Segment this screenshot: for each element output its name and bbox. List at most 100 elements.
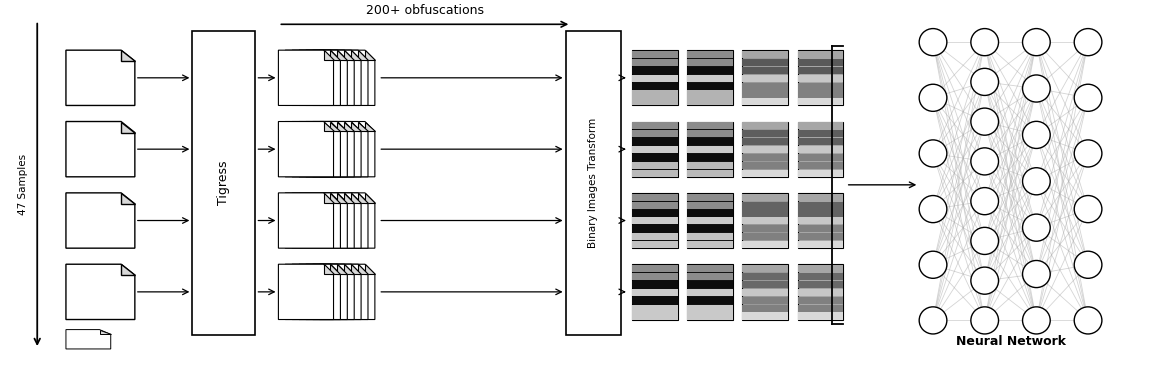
Polygon shape [337,264,347,274]
Bar [632,170,679,177]
Polygon shape [365,50,375,60]
Polygon shape [365,193,375,203]
Polygon shape [292,122,347,177]
Polygon shape [285,264,340,320]
Polygon shape [351,193,361,203]
Polygon shape [320,50,375,105]
Bar [632,264,679,320]
Bar [797,313,844,320]
Bar [632,162,679,169]
Bar [742,202,788,209]
Bar [632,273,679,280]
Bar [742,313,788,320]
Ellipse shape [920,140,947,167]
Polygon shape [313,193,368,248]
Bar [632,281,679,288]
Polygon shape [299,122,354,177]
Bar [632,202,679,209]
Polygon shape [365,122,375,131]
Bar [742,138,788,145]
Bar [688,83,733,90]
Bar [632,138,679,145]
Bar [742,154,788,161]
Bar [632,83,679,90]
Bar [632,313,679,320]
Bar [742,233,788,240]
Bar [688,281,733,288]
Bar [688,202,733,209]
Bar [688,265,733,272]
Bar [632,98,679,105]
Bar [742,146,788,153]
Ellipse shape [1022,168,1050,195]
Bar [632,90,679,98]
Bar [797,241,844,248]
Polygon shape [285,193,340,248]
Polygon shape [66,330,111,349]
Polygon shape [121,264,135,275]
Polygon shape [320,193,375,248]
Ellipse shape [1022,122,1050,149]
Polygon shape [99,330,111,335]
Bar [797,122,844,177]
Bar [797,193,844,248]
Bar [742,162,788,169]
Bar [797,194,844,201]
Bar [632,51,679,58]
Polygon shape [358,50,368,60]
Bar [688,296,733,304]
Polygon shape [330,264,340,274]
Bar [688,146,733,153]
Bar [742,193,788,248]
Bar [797,51,844,58]
Polygon shape [313,264,368,320]
Bar [797,209,844,217]
Bar [797,305,844,311]
Bar [632,209,679,217]
Bar [742,209,788,217]
Polygon shape [323,264,334,274]
Polygon shape [330,193,340,203]
Text: 47 Samples: 47 Samples [18,154,29,216]
Bar [797,202,844,209]
Polygon shape [365,264,375,274]
Bar [632,193,679,248]
Bar [742,273,788,280]
Bar [688,138,733,145]
Polygon shape [299,193,354,248]
Ellipse shape [1022,29,1050,56]
Bar [742,217,788,224]
Bar [797,130,844,137]
Polygon shape [285,50,340,105]
Bar [632,59,679,66]
Bar [688,122,733,130]
Bar [632,241,679,248]
Bar [688,193,733,248]
Bar [632,146,679,153]
Bar [742,59,788,66]
Bar [797,138,844,145]
Polygon shape [292,50,347,105]
Bar [688,122,733,177]
Bar [632,194,679,201]
Polygon shape [66,193,135,248]
Ellipse shape [920,251,947,278]
Bar [797,83,844,90]
Ellipse shape [1074,307,1102,334]
Bar [797,273,844,280]
Bar [742,122,788,177]
Ellipse shape [971,108,998,135]
Bar [797,265,844,272]
Bar [742,75,788,82]
Ellipse shape [971,29,998,56]
Bar [688,59,733,66]
Polygon shape [323,122,334,131]
Ellipse shape [1022,75,1050,102]
Bar [688,209,733,217]
Bar [742,83,788,90]
Polygon shape [330,50,340,60]
Bar [632,225,679,232]
Bar [565,31,621,335]
Polygon shape [337,193,347,203]
Bar [632,122,679,130]
